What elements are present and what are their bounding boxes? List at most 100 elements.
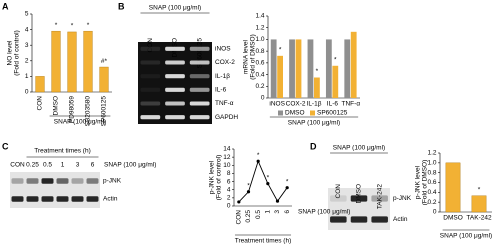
band — [140, 115, 161, 120]
band — [26, 196, 39, 202]
point — [275, 199, 280, 203]
band-label: IL-6 — [215, 87, 227, 94]
band — [165, 115, 185, 120]
y-tick-label: 6 — [227, 178, 231, 185]
y-tick-label: 1.2 — [427, 150, 436, 157]
band-label: iNOS — [215, 46, 231, 53]
point — [237, 200, 241, 204]
legend-swatch — [310, 110, 315, 116]
y-tick-label: 0 — [261, 95, 265, 102]
band — [189, 101, 210, 106]
legend-label: DMSO — [285, 110, 305, 117]
band-label: GAPDH — [215, 114, 238, 121]
y-tick-label: 1 — [25, 73, 29, 80]
band — [71, 178, 84, 184]
band — [165, 74, 185, 79]
band — [26, 178, 39, 184]
band — [350, 216, 368, 223]
band-label: Actin — [393, 216, 408, 223]
significance-mark: * — [87, 22, 90, 29]
point — [256, 159, 260, 163]
y-axis-label: mRNA level — [243, 39, 250, 74]
band — [189, 46, 210, 51]
y-tick-label: 0.4 — [427, 189, 436, 196]
band — [189, 87, 210, 92]
band — [11, 196, 24, 202]
gel — [328, 188, 390, 230]
bar — [277, 55, 283, 98]
x-tick-label: COX-2 — [286, 101, 306, 108]
bar — [471, 195, 487, 213]
point — [285, 186, 289, 190]
band — [140, 46, 161, 51]
y-tick-label: 0 — [433, 209, 437, 216]
y-tick-label: 10 — [223, 162, 231, 169]
bar — [350, 31, 357, 98]
y-tick-label: 0.4 — [255, 71, 264, 78]
band — [41, 196, 54, 202]
band — [165, 101, 185, 106]
band — [330, 216, 347, 223]
band — [165, 60, 185, 65]
y-tick-label: 2 — [25, 58, 29, 65]
band — [140, 101, 161, 106]
y-tick-label: 2 — [227, 195, 231, 202]
lane-label: DMSO — [356, 184, 363, 204]
gel — [138, 42, 212, 124]
lane-label: CON — [147, 38, 154, 53]
band — [71, 196, 84, 202]
y-tick-label: 0 — [227, 203, 231, 210]
y-tick-label: 5 — [25, 11, 29, 18]
x-tick-label: CON — [236, 210, 243, 225]
point — [246, 190, 251, 194]
band — [371, 216, 388, 223]
lane-label: SP600125 — [196, 38, 203, 69]
x-axis-label: Treatment times (h) — [235, 238, 291, 245]
y-tick-label: 14 — [223, 146, 231, 153]
bar — [67, 31, 77, 93]
y-tick-label: 1.0 — [427, 160, 436, 167]
blot-note: SNAP (100 μg/ml) — [104, 162, 156, 169]
y-axis-label: NO level — [7, 40, 14, 65]
significance-mark: * — [257, 152, 260, 159]
bar — [445, 162, 461, 213]
band — [165, 46, 185, 51]
y-tick-label: 3 — [25, 42, 29, 49]
x-tick-label: SB203580 — [85, 96, 92, 127]
band-label: p-JNK — [103, 178, 122, 185]
lane-label: 6 — [91, 162, 95, 169]
significance-mark: * — [55, 22, 58, 29]
legend-swatch — [278, 110, 283, 116]
significance-mark: * — [267, 174, 270, 181]
significance-mark: * — [316, 68, 319, 75]
gel — [10, 172, 100, 208]
y-axis-label: (Fold of DMSO) — [422, 160, 429, 206]
y-tick-label: 1.4 — [255, 13, 264, 20]
lane-label: TAK-242 — [376, 184, 383, 210]
y-tick-label: 0 — [25, 89, 29, 96]
band — [189, 60, 210, 65]
band — [56, 196, 69, 202]
band — [189, 74, 210, 79]
x-tick-label: IL-6 — [327, 101, 339, 108]
bar — [307, 39, 314, 98]
bar — [289, 39, 295, 98]
y-tick-label: 1.2 — [255, 24, 264, 31]
significance-mark: * — [247, 182, 250, 189]
band — [165, 87, 185, 92]
bar — [325, 39, 332, 98]
x-tick-label: TNF-α — [342, 101, 361, 108]
y-tick-label: 0.2 — [255, 83, 264, 90]
band — [56, 178, 69, 184]
bar — [332, 65, 339, 98]
bar — [344, 39, 351, 98]
lane-label: 0.5 — [43, 162, 52, 169]
x-tick-label: CON — [37, 96, 44, 111]
band — [140, 74, 161, 79]
band — [330, 195, 347, 202]
band — [41, 178, 54, 184]
significance-mark: * — [286, 178, 289, 185]
lane-label: 1 — [61, 162, 65, 169]
x-tick-label: PD98059 — [69, 96, 76, 123]
band-label: COX-2 — [215, 59, 235, 66]
